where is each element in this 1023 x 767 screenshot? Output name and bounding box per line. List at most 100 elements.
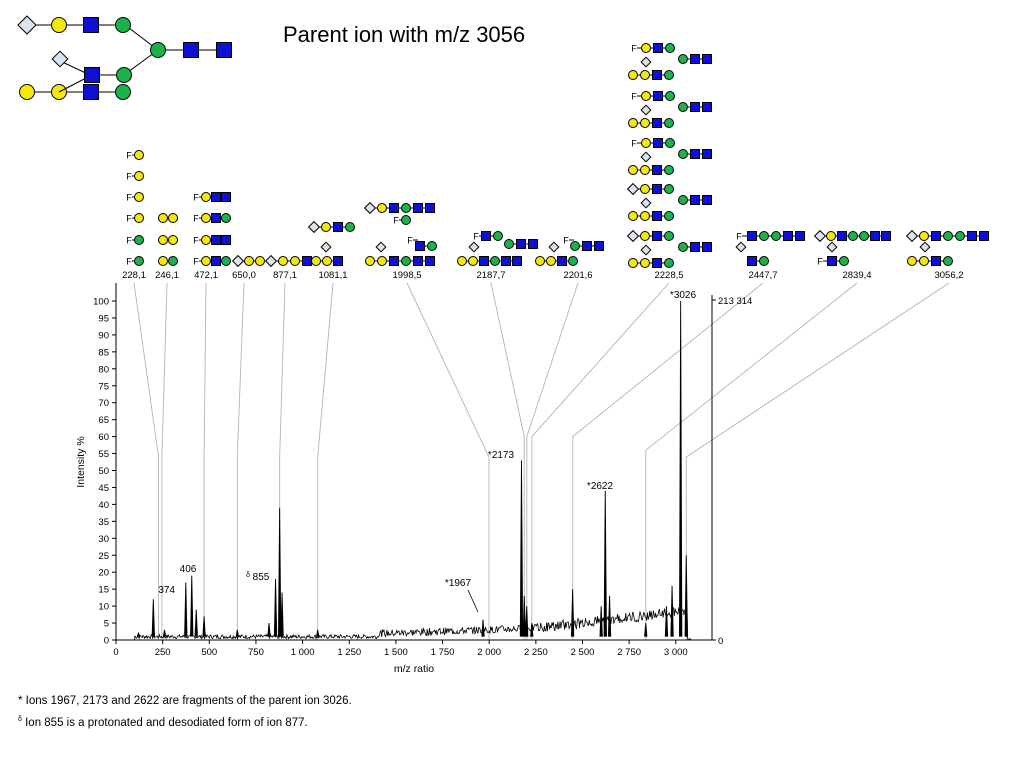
- fragment-label: 2187,7: [476, 270, 505, 281]
- spectrum-peak: [194, 609, 198, 637]
- y-tick-label: 45: [98, 483, 109, 494]
- galactose-icon: [134, 171, 144, 181]
- galactose-icon: [322, 256, 332, 266]
- fucose-icon: F: [631, 44, 637, 54]
- galactose-icon: [201, 213, 211, 223]
- galactose-icon: [201, 192, 211, 202]
- mannose-icon: [401, 215, 411, 225]
- spectrum-trace: [134, 300, 692, 641]
- glcnac-icon: [979, 231, 989, 241]
- sialic-acid-icon: [826, 241, 838, 253]
- spectrum-peak: [670, 585, 674, 637]
- glcnac-icon: [481, 231, 491, 241]
- right-axis-label-bottom: 0: [718, 636, 723, 647]
- fragment-connector: [572, 282, 764, 640]
- sialic-acid-icon: [548, 241, 560, 253]
- glcnac-icon: [413, 203, 423, 213]
- galactose-icon: [158, 235, 168, 245]
- y-tick-label: 20: [98, 568, 109, 579]
- sialic-acid-icon: [640, 197, 652, 209]
- spectrum-peak: [570, 589, 575, 637]
- galactose-icon: [640, 184, 650, 194]
- glcnac-icon: [389, 203, 399, 213]
- galactose-icon: [168, 213, 178, 223]
- glcnac-icon: [652, 184, 662, 194]
- mannose-icon: [134, 235, 144, 245]
- glcnac-icon: [302, 256, 312, 266]
- spectrum-peak: [644, 623, 648, 637]
- y-tick-label: 75: [98, 381, 109, 392]
- annotation-leader: [467, 589, 479, 613]
- chart-axes: 0 5 10 15 20 25 30 35 40 45 50 55 60 65 70 75 80 85 90 95 10…: [75, 283, 752, 675]
- spectrum-peak: [522, 595, 526, 637]
- x-tick-label: 2 000: [477, 647, 501, 658]
- glcnac-icon: [516, 239, 526, 249]
- y-tick-label: 100: [93, 297, 109, 308]
- glcnac-icon: [690, 54, 700, 64]
- spectrum-peak: [607, 595, 612, 637]
- footnote-fragments: * Ions 1967, 2173 and 2622 are fragments…: [18, 695, 352, 707]
- spectrum-peak: [603, 490, 607, 637]
- glcnac-icon: [827, 256, 837, 266]
- sialic-acid-icon: [626, 182, 640, 196]
- y-tick-label: 85: [98, 347, 109, 358]
- y-tick-label: 95: [98, 313, 109, 324]
- x-tick-label: 0: [113, 647, 118, 658]
- glcnac-icon: [652, 258, 662, 268]
- fucose-icon: F: [631, 139, 637, 149]
- fragment-label: 2201,6: [563, 270, 592, 281]
- fragment-label: 1998,5: [392, 270, 421, 281]
- fragment-label: 2228,5: [654, 270, 683, 281]
- galactose-icon: [457, 256, 467, 266]
- glcnac-icon: [690, 149, 700, 159]
- spectrum-peak: [136, 631, 141, 637]
- galactose-icon: [907, 256, 917, 266]
- glcnac-icon: [837, 231, 847, 241]
- mannose-icon: [678, 242, 688, 252]
- spectrum-peak: [151, 599, 155, 637]
- footnote-delta: δ Ion 855 is a protonated and desodiated…: [18, 716, 308, 729]
- mannose-icon: [759, 256, 769, 266]
- mannose-icon: [664, 211, 674, 221]
- glcnac-icon: [653, 138, 663, 148]
- glcnac-icon: [702, 242, 712, 252]
- glcnac-icon: [528, 239, 538, 249]
- mannose-icon: [493, 231, 503, 241]
- y-tick-label: 55: [98, 449, 109, 460]
- glcnac-icon: [183, 42, 199, 58]
- fragment-connector: [490, 282, 525, 640]
- galactose-icon: [640, 70, 650, 80]
- galactose-icon: [201, 256, 211, 266]
- fragment-label: 472,1: [194, 270, 218, 281]
- mannose-icon: [568, 256, 578, 266]
- y-tick-label: 60: [98, 432, 109, 443]
- galactose-icon: [377, 203, 387, 213]
- mannose-icon: [839, 256, 849, 266]
- fucose-icon: F: [193, 257, 199, 267]
- galactose-icon: [19, 84, 35, 100]
- glcnac-icon: [870, 231, 880, 241]
- peak-annotations: 374 406 δ 855 *1967 *2173 *2622 *3026: [158, 290, 697, 613]
- galactose-icon: [468, 256, 478, 266]
- mannose-icon: [771, 231, 781, 241]
- y-tick-label: 10: [98, 602, 109, 613]
- footnote-delta-mark: δ: [18, 716, 22, 723]
- glcnac-icon: [216, 42, 232, 58]
- fragment-connector: [406, 282, 490, 640]
- fucose-icon: F: [407, 236, 413, 246]
- fucose-icon: F: [563, 236, 569, 246]
- mannose-icon: [678, 102, 688, 112]
- right-axis-label-top: 213 314: [718, 296, 752, 307]
- galactose-icon: [365, 256, 375, 266]
- y-tick-label: 25: [98, 551, 109, 562]
- glcnac-icon: [501, 256, 511, 266]
- glcnac-icon: [690, 242, 700, 252]
- x-tick-label: 1 250: [337, 647, 361, 658]
- spectrum-peak: [684, 555, 688, 637]
- mannose-icon: [116, 67, 132, 83]
- fragment-label: 650,0: [232, 270, 256, 281]
- delta-marker: δ: [246, 572, 250, 579]
- sialic-acid-icon: [640, 151, 652, 163]
- fucose-icon: F: [631, 92, 637, 102]
- glcnac-icon: [690, 195, 700, 205]
